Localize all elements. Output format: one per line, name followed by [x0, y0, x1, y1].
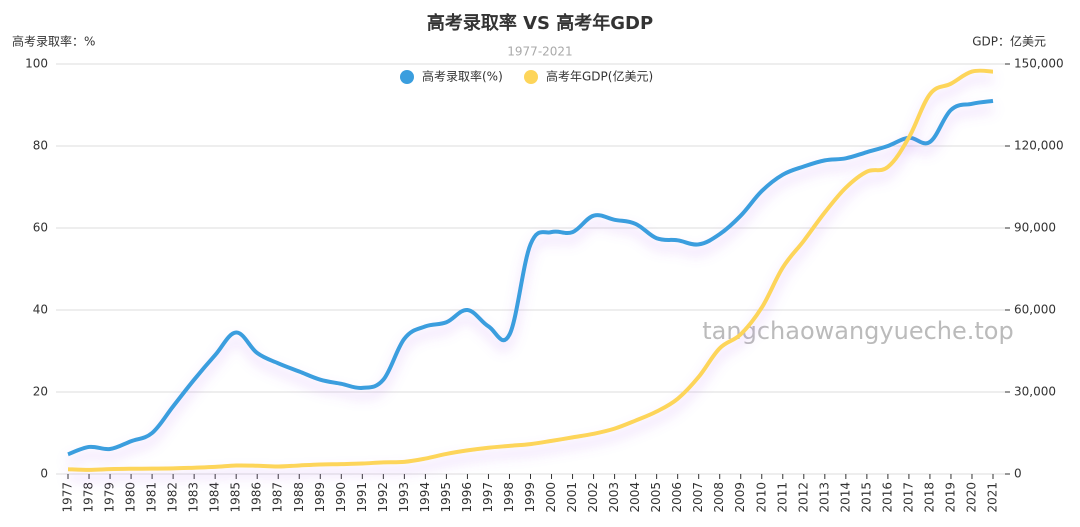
x-tick-label: 1988	[292, 482, 306, 513]
legend-marker	[524, 70, 538, 84]
x-tick-label: 1989	[313, 482, 327, 513]
x-tick-label: 2006	[670, 482, 684, 513]
x-tick-label: 1992	[376, 482, 390, 513]
series-line	[67, 98, 994, 457]
x-tick-label: 2002	[586, 482, 600, 513]
x-tick-label: 1986	[250, 482, 264, 513]
legend-marker	[400, 70, 414, 84]
x-tick-label: 2012	[796, 482, 810, 513]
x-tick-label: 1996	[460, 482, 474, 513]
x-tick-label: 2001	[565, 482, 579, 513]
x-tick-label: 2016	[880, 482, 894, 513]
x-tick-label: 2014	[838, 482, 852, 513]
x-tick-label: 2000	[544, 482, 558, 513]
watermark: tangchaowangyueche.top	[702, 317, 1013, 345]
x-tick-label: 1980	[124, 482, 138, 513]
x-tick-label: 1994	[418, 482, 432, 513]
x-tick-label: 2004	[628, 482, 642, 513]
x-tick-label: 2019	[943, 482, 957, 513]
y2-tick-label: 90,000	[1014, 221, 1056, 235]
x-tick-label: 1981	[145, 482, 159, 513]
x-tick-label: 2003	[607, 482, 621, 513]
x-tick-label: 1984	[208, 482, 222, 513]
x-tick-label: 1999	[523, 482, 537, 513]
y2-tick-label: 30,000	[1014, 385, 1056, 399]
y-tick-label: 60	[33, 221, 48, 235]
x-tick-label: 1977	[61, 482, 75, 513]
y-tick-label: 40	[33, 303, 48, 317]
x-tick-label: 2015	[859, 482, 873, 513]
x-tick-label: 1978	[82, 482, 96, 513]
chart-title: 高考录取率 VS 高考年GDP	[427, 12, 653, 34]
x-tick-label: 1998	[502, 482, 516, 513]
y2-tick-label: 150,000	[1014, 57, 1064, 71]
chart-subtitle: 1977-2021	[507, 45, 572, 59]
x-tick-label: 2007	[691, 482, 705, 513]
y-axis-label: 高考录取率：%	[12, 34, 95, 49]
legend-label: 高考年GDP(亿美元)	[546, 69, 653, 84]
x-tick-label: 1995	[439, 482, 453, 513]
x-tick-label: 2013	[817, 482, 831, 513]
x-tick-label: 1991	[355, 482, 369, 513]
x-tick-label: 2011	[775, 482, 789, 513]
y-tick-label: 0	[40, 467, 48, 481]
y2-tick-label: 0	[1014, 467, 1022, 481]
y2-tick-label: 120,000	[1014, 139, 1064, 153]
x-tick-label: 2018	[922, 482, 936, 513]
x-tick-label: 2009	[733, 482, 747, 513]
y2-tick-label: 60,000	[1014, 303, 1056, 317]
x-tick-label: 1982	[166, 482, 180, 513]
y2-axis-label: GDP：亿美元	[972, 34, 1046, 49]
x-tick-label: 2008	[712, 482, 726, 513]
x-tick-label: 1985	[229, 482, 243, 513]
x-tick-label: 2005	[649, 482, 663, 513]
series-line	[67, 68, 994, 472]
y-tick-label: 20	[33, 385, 48, 399]
y-tick-label: 100	[25, 57, 48, 71]
legend-label: 高考录取率(%)	[422, 69, 503, 84]
y-tick-label: 80	[33, 139, 48, 153]
x-tick-label: 2021	[986, 482, 1000, 513]
x-tick-label: 1997	[481, 482, 495, 513]
x-tick-label: 1979	[103, 482, 117, 513]
x-tick-label: 1990	[334, 482, 348, 513]
x-tick-label: 1993	[397, 482, 411, 513]
x-tick-label: 2020	[964, 482, 978, 513]
x-tick-label: 2010	[754, 482, 768, 513]
x-tick-label: 1987	[271, 482, 285, 513]
x-tick-label: 1983	[187, 482, 201, 513]
x-tick-label: 2017	[901, 482, 915, 513]
